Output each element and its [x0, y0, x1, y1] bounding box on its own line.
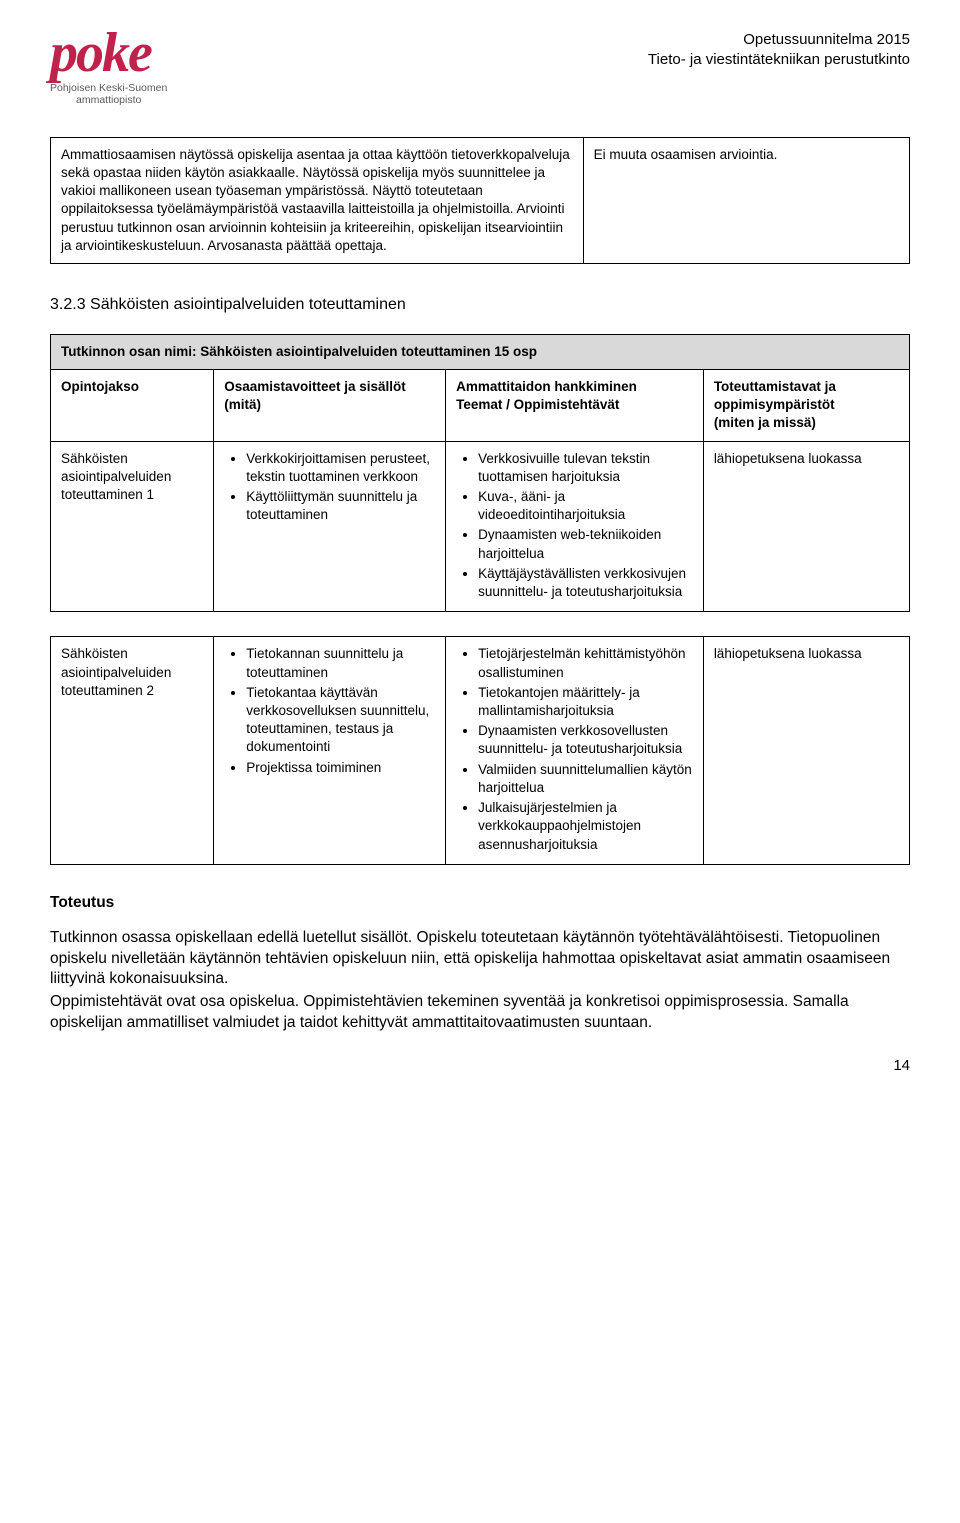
row1-goals: Verkkokirjoittamisen perusteet, tekstin … — [214, 441, 446, 612]
header-doc-title: Opetussuunnitelma 2015 Tieto- ja viestin… — [648, 30, 910, 71]
logo-wordmark: poke — [50, 30, 167, 78]
row2-goals: Tietokannan suunnittelu ja toteuttaminen… — [214, 637, 446, 864]
row1-method: lähiopetuksena luokassa — [703, 441, 909, 612]
logo-subtitle: Pohjoisen Keski-Suomen ammattiopisto — [50, 82, 167, 107]
assessment-left: Ammattiosaamisen näytössä opiskelija ase… — [51, 137, 584, 263]
page-number: 14 — [50, 1056, 910, 1076]
logo: poke Pohjoisen Keski-Suomen ammattiopist… — [50, 30, 167, 107]
page-header: poke Pohjoisen Keski-Suomen ammattiopist… — [50, 30, 910, 107]
row2-name: Sähköisten asiointipalveluiden toteuttam… — [51, 637, 214, 864]
col-head-1: Opintojakso — [51, 369, 214, 441]
curriculum-table-2: Sähköisten asiointipalveluiden toteuttam… — [50, 636, 910, 864]
implementation-heading: Toteutus — [50, 893, 910, 914]
row1-name: Sähköisten asiointipalveluiden toteuttam… — [51, 441, 214, 612]
col-head-3: Ammattitaidon hankkiminen Teemat / Oppim… — [446, 369, 704, 441]
assessment-right: Ei muuta osaamisen arviointia. — [583, 137, 909, 263]
row2-method: lähiopetuksena luokassa — [703, 637, 909, 864]
col-head-2: Osaamistavoitteet ja sisällöt (mitä) — [214, 369, 446, 441]
row2-tasks: Tietojärjestelmän kehittämistyöhön osall… — [446, 637, 704, 864]
curriculum-title: Tutkinnon osan nimi: Sähköisten asiointi… — [51, 334, 910, 369]
body-paragraph-2: Oppimistehtävät ovat osa opiskelua. Oppi… — [50, 992, 910, 1034]
body-paragraph-1: Tutkinnon osassa opiskellaan edellä luet… — [50, 928, 910, 991]
table-row: Sähköisten asiointipalveluiden toteuttam… — [51, 441, 910, 612]
row1-tasks: Verkkosivuille tulevan tekstin tuottamis… — [446, 441, 704, 612]
section-heading: 3.2.3 Sähköisten asiointipalveluiden tot… — [50, 294, 910, 316]
table-row: Sähköisten asiointipalveluiden toteuttam… — [51, 637, 910, 864]
assessment-table: Ammattiosaamisen näytössä opiskelija ase… — [50, 137, 910, 264]
curriculum-table: Tutkinnon osan nimi: Sähköisten asiointi… — [50, 334, 910, 613]
col-head-4: Toteuttamistavat ja oppimisympäristöt (m… — [703, 369, 909, 441]
